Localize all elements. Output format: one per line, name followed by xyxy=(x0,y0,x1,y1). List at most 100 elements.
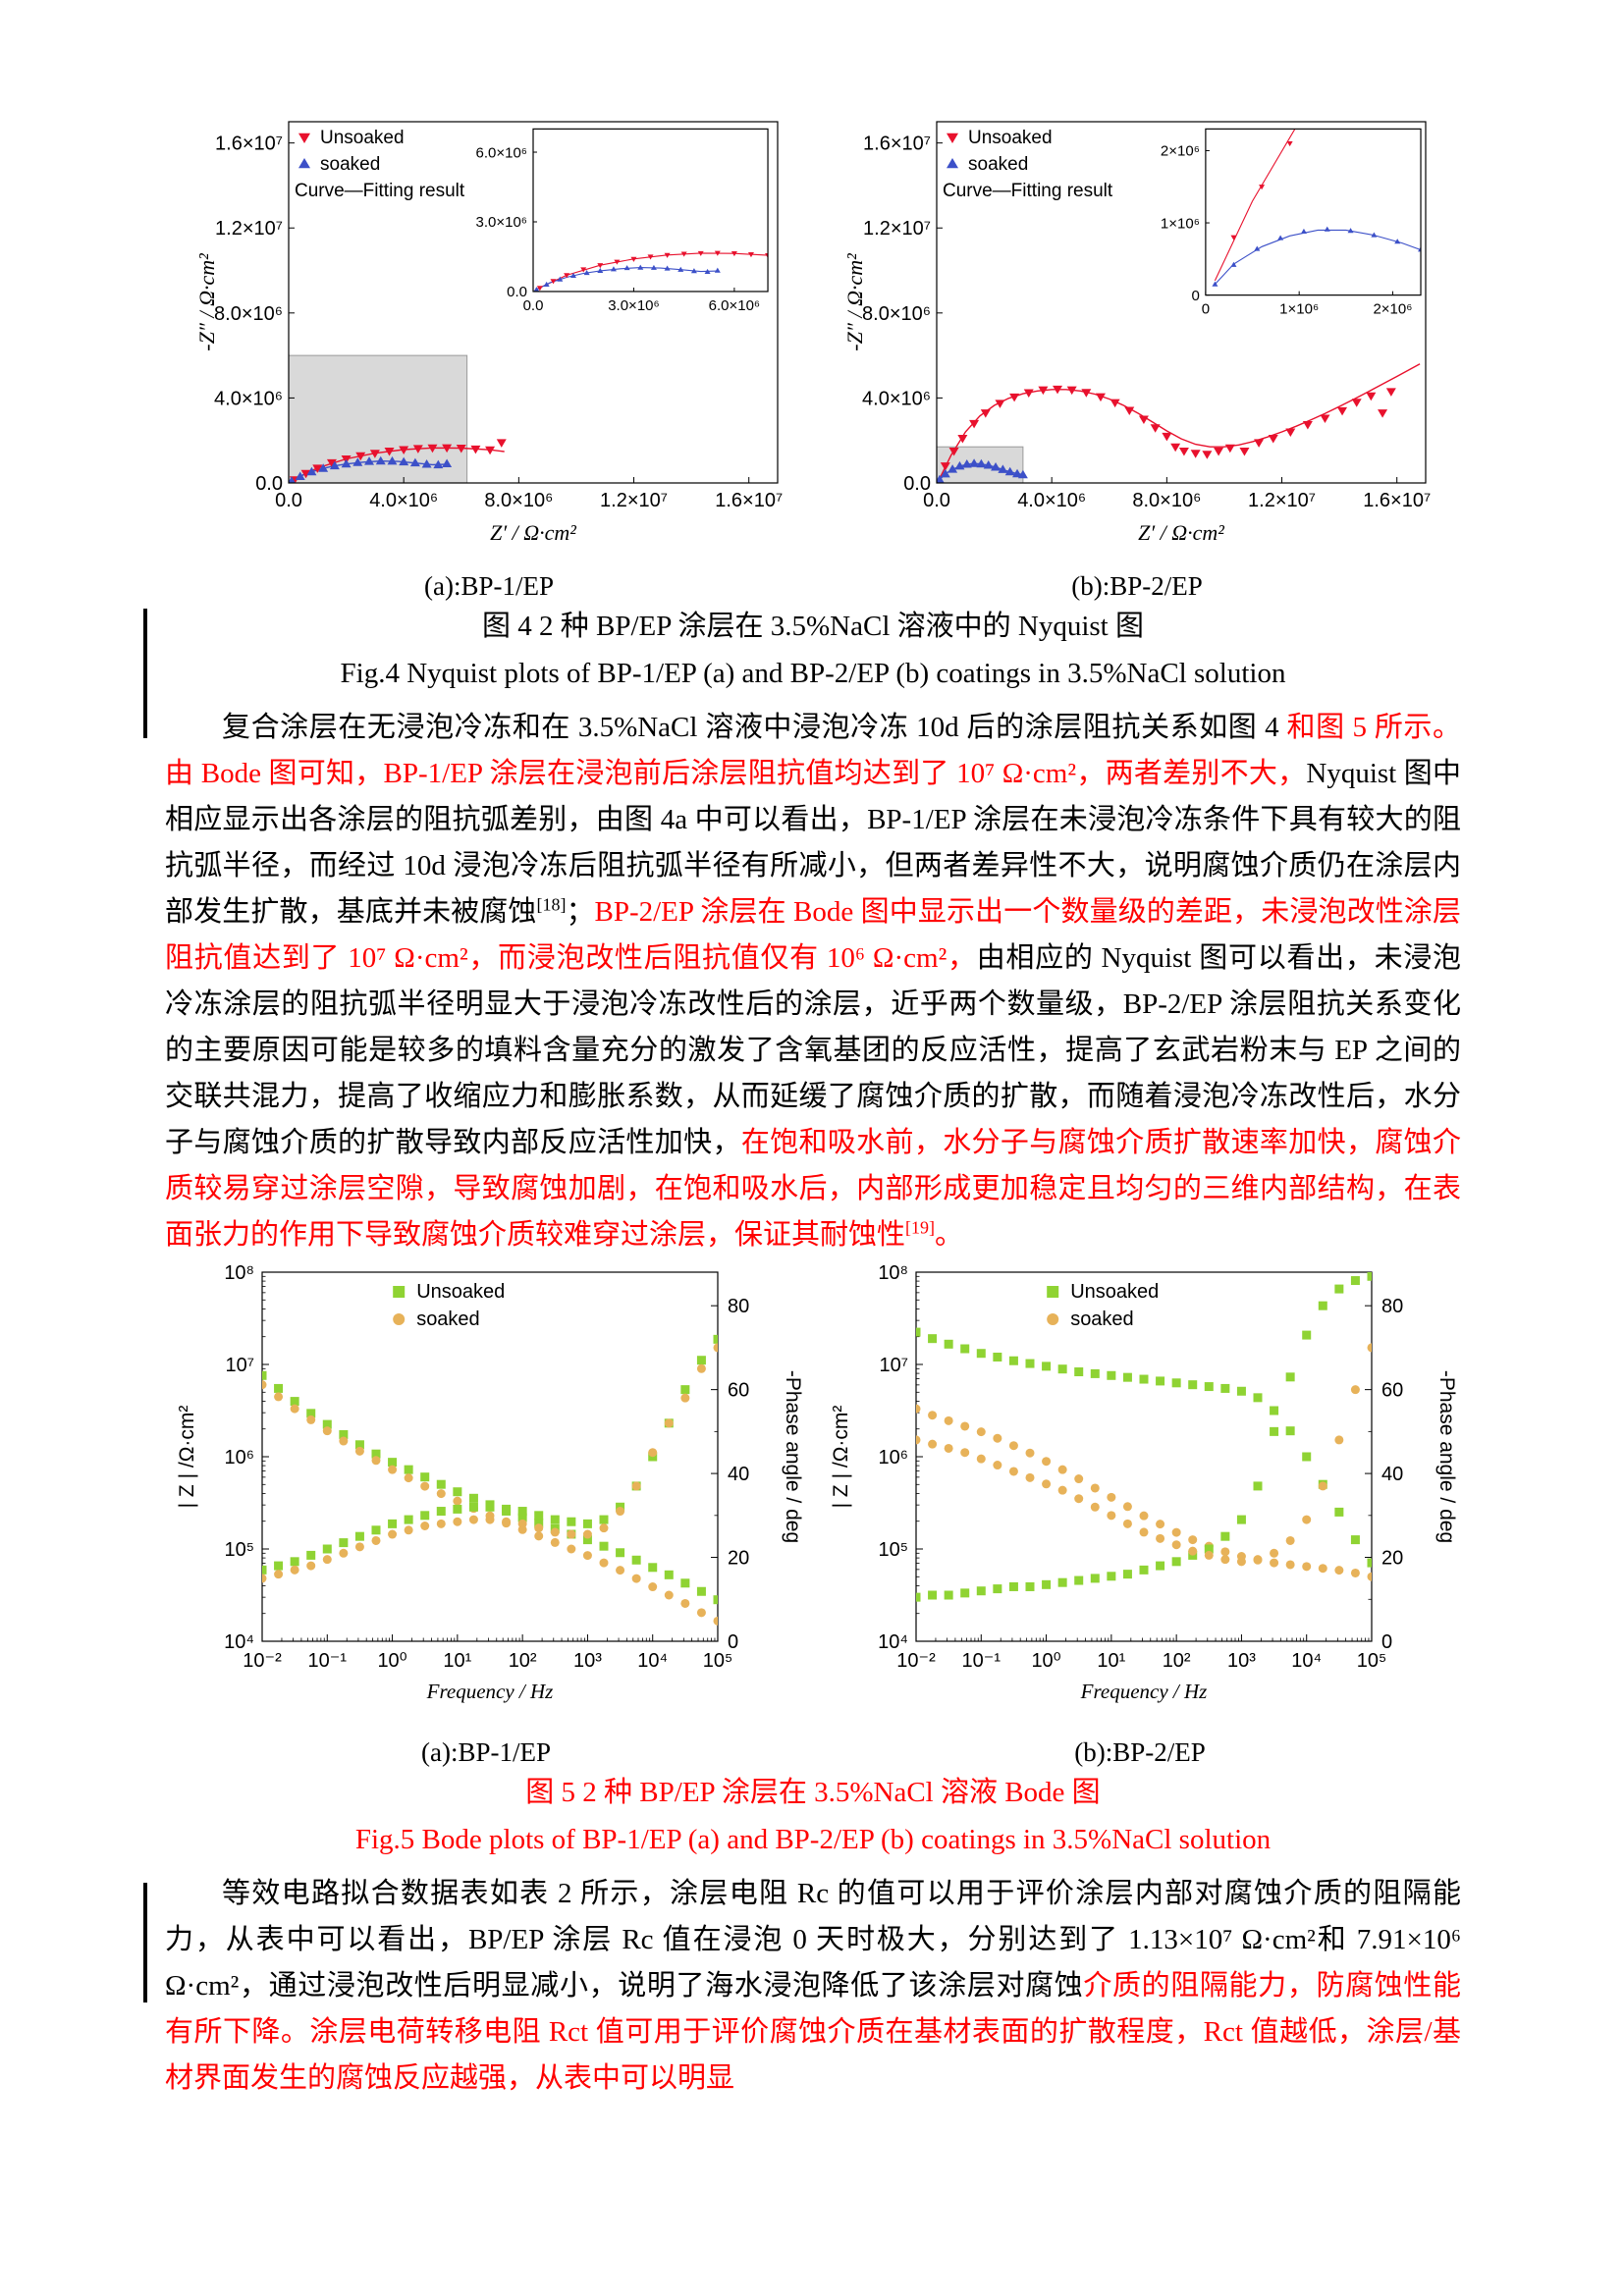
svg-text:10⁻²: 10⁻² xyxy=(896,1650,936,1672)
svg-text:4.0×10⁶: 4.0×10⁶ xyxy=(1017,490,1086,511)
svg-text:4.0×10⁶: 4.0×10⁶ xyxy=(862,388,931,409)
svg-text:10⁵: 10⁵ xyxy=(703,1650,733,1672)
x-axis-label: Z′ / Ω·cm² xyxy=(1138,520,1224,545)
svg-text:10⁴: 10⁴ xyxy=(1291,1650,1322,1672)
svg-text:20: 20 xyxy=(728,1548,749,1570)
svg-text:8.0×10⁶: 8.0×10⁶ xyxy=(1132,490,1201,511)
legend: Unsoaked soaked xyxy=(1047,1281,1159,1330)
bode-plot-bp1ep: 10⁻² 10⁻¹ 10⁰ 10¹ 10² 10³ 10⁴ 10⁵10⁴10⁵10⁶10⁷10… xyxy=(176,1262,804,1703)
svg-text:40: 40 xyxy=(728,1464,749,1485)
figure4-caption-en: Fig.4 Nyquist plots of BP-1/EP (a) and B… xyxy=(340,658,1286,689)
svg-text:8.0×10⁶: 8.0×10⁶ xyxy=(862,303,931,325)
svg-text:6.0×10⁶: 6.0×10⁶ xyxy=(709,297,760,314)
text-run: 等效电路拟合数据表如表 2 所示，涂层电阻 Rc 的值可以用于评价涂层内部对腐蚀… xyxy=(165,1878,1461,2002)
svg-text:8.0×10⁶: 8.0×10⁶ xyxy=(214,303,283,325)
series-layer xyxy=(937,363,1421,483)
nyq-a-inset: 0.0 3.0×10⁶ 6.0×10⁶ 0.0 3.0×10⁶ 6.0×10⁶ xyxy=(476,128,769,314)
svg-text:10¹: 10¹ xyxy=(443,1650,471,1672)
legend: Unsoaked soaked Curve—Fitting result xyxy=(295,128,465,201)
figure5-panel-a: 10⁻² 10⁻¹ 10⁰ 10¹ 10² 10³ 10⁴ 10⁵ 10⁴ 10⁵ 10⁶ 10⁷ 10… xyxy=(168,1258,804,1769)
svg-text:Curve—Fitting result: Curve—Fitting result xyxy=(295,181,465,201)
svg-text:soaked: soaked xyxy=(968,154,1028,175)
x-axis: 0 1×10⁶ 2×10⁶ xyxy=(1202,291,1412,318)
svg-text:0: 0 xyxy=(1381,1631,1392,1653)
legend: Unsoaked soaked Curve—Fitting result xyxy=(943,128,1113,201)
figure4-subcaption-a: (a):BP-1/EP xyxy=(424,571,554,601)
svg-text:1.6×10⁷: 1.6×10⁷ xyxy=(1363,490,1431,511)
svg-text:4.0×10⁶: 4.0×10⁶ xyxy=(214,388,283,409)
x-axis-label: Frequency / Hz xyxy=(1080,1680,1208,1703)
figure5-subcaption-a: (a):BP-1/EP xyxy=(421,1737,551,1767)
svg-text:80: 80 xyxy=(728,1296,749,1317)
series-soaked xyxy=(937,458,1028,483)
svg-text:10⁴: 10⁴ xyxy=(878,1631,908,1653)
text-run: 复合涂层在无浸泡冷冻和在 3.5%NaCl 溶液中浸泡冷冻 10d 后的涂层阻抗… xyxy=(222,712,1287,743)
svg-text:10⁻²: 10⁻² xyxy=(243,1650,282,1672)
svg-text:10¹: 10¹ xyxy=(1097,1650,1125,1672)
x-axis: 0.0 3.0×10⁶ 6.0×10⁶ xyxy=(523,287,760,314)
svg-text:10⁸: 10⁸ xyxy=(224,1262,254,1284)
revised-text-run: 和图 5 所示。由 Bode 图可知，BP-1/EP 涂层在浸泡前后涂层阻抗值均… xyxy=(165,712,1461,789)
figure5-caption-cn: 图 5 2 种 BP/EP 涂层在 3.5%NaCl 溶液 Bode 图 xyxy=(525,1777,1101,1808)
left-y-axis-label: | Z | /Ω·cm² xyxy=(176,1406,198,1509)
text-run: Nyquist 图中相应显示出各涂层的阻抗弧差别，由图 4a 中可以看出，BP-… xyxy=(165,758,1461,928)
y-axis: 0 1×10⁶ 2×10⁶ xyxy=(1161,143,1210,304)
svg-text:3.0×10⁶: 3.0×10⁶ xyxy=(476,214,527,231)
nyq-b-inset: 0 1×10⁶ 2×10⁶ 0 1×10⁶ 2×10⁶ xyxy=(1161,128,1422,318)
series-Unsoaked xyxy=(940,385,1396,471)
paragraph-2: 等效电路拟合数据表如表 2 所示，涂层电阻 Rc 的值可以用于评价涂层内部对腐蚀… xyxy=(165,1871,1461,2102)
series-Unsoaked xyxy=(536,250,769,292)
revised-text-run: 在饱和吸水前，水分子与腐蚀介质扩散速率加快，腐蚀介质较易穿过涂层空隙，导致腐蚀加… xyxy=(165,1127,1461,1251)
figure4-subcaption-b: (b):BP-2/EP xyxy=(1071,571,1203,601)
text-run: 由相应的 Nyquist 图可以看出，未浸泡冷冻涂层的阻抗弧半径明显大于浸泡冷冻… xyxy=(165,942,1461,1158)
right-y-axis-label: -Phase angle / deg xyxy=(1435,1370,1458,1543)
bode-plot-bp2ep: 10⁻² 10⁻¹ 10⁰ 10¹ 10² 10³ 10⁴ 10⁵10⁴10⁵10⁶10⁷10… xyxy=(830,1262,1458,1703)
y-axis: 0.0 4.0×10⁶ 8.0×10⁶ 1.2×10⁷ 1.6×10⁷ xyxy=(862,133,943,495)
series-soaked phase xyxy=(916,1343,1372,1567)
revised-text-run: 。 xyxy=(934,1219,963,1251)
figure4-panel-a: 0.0 4.0×10⁶ 8.0×10⁶ 1.2×10⁷ 1.6×10⁷ 0.0 4.0×10… xyxy=(185,108,793,603)
figure4-caption-cn: 图 4 2 种 BP/EP 涂层在 3.5%NaCl 溶液中的 Nyquist … xyxy=(481,611,1144,642)
revised-text-run: [19] xyxy=(905,1217,935,1238)
svg-text:0.0: 0.0 xyxy=(255,473,283,495)
svg-text:soaked: soaked xyxy=(320,154,380,175)
y-axis: 0.0 4.0×10⁶ 8.0×10⁶ 1.2×10⁷ 1.6×10⁷ xyxy=(214,133,295,495)
fit-curve xyxy=(1214,229,1422,285)
figure5-caption-en: Fig.5 Bode plots of BP-1/EP (a) and BP-2… xyxy=(354,1824,1272,1855)
series-layer xyxy=(533,250,769,292)
svg-text:1.2×10⁷: 1.2×10⁷ xyxy=(1248,490,1316,511)
svg-text:10³: 10³ xyxy=(573,1650,602,1672)
page-content: 0.0 4.0×10⁶ 8.0×10⁶ 1.2×10⁷ 1.6×10⁷ 0.0 4.0×10… xyxy=(165,108,1461,2102)
x-axis-label: Z′ / Ω·cm² xyxy=(490,520,576,545)
svg-text:10⁰: 10⁰ xyxy=(377,1650,406,1672)
svg-text:1.6×10⁷: 1.6×10⁷ xyxy=(863,133,931,155)
margin-revision-bar-2 xyxy=(143,1883,147,2002)
svg-text:80: 80 xyxy=(1381,1296,1403,1317)
x-axis-label: Frequency / Hz xyxy=(426,1680,554,1703)
x-axis: 0.0 4.0×10⁶ 8.0×10⁶ 1.2×10⁷ 1.6×10⁷ xyxy=(275,477,783,511)
svg-text:10⁵: 10⁵ xyxy=(224,1539,254,1561)
series-layer xyxy=(289,439,507,483)
svg-text:10²: 10² xyxy=(509,1650,537,1672)
series-soaked xyxy=(533,264,721,292)
svg-text:0.0: 0.0 xyxy=(507,284,527,300)
series-Unsoaked xyxy=(1230,140,1293,240)
phase-axis: 0 20 40 60 80 xyxy=(1365,1296,1403,1653)
svg-text:0.0: 0.0 xyxy=(275,490,302,511)
svg-text:0: 0 xyxy=(728,1631,738,1653)
bode-a-panel: 10⁻² 10⁻¹ 10⁰ 10¹ 10² 10³ 10⁴ 10⁵10⁴10⁵10⁶10⁷10… xyxy=(224,1262,749,1672)
svg-text:2×10⁶: 2×10⁶ xyxy=(1161,143,1200,160)
svg-text:8.0×10⁶: 8.0×10⁶ xyxy=(484,490,553,511)
svg-text:Unsoaked: Unsoaked xyxy=(968,128,1053,148)
series-layer xyxy=(262,1334,718,1626)
svg-text:soaked: soaked xyxy=(416,1308,480,1330)
figure5-charts: 10⁻² 10⁻¹ 10⁰ 10¹ 10² 10³ 10⁴ 10⁵ 10⁴ 10⁵ 10⁶ 10⁷ 10… xyxy=(165,1258,1461,1769)
series-soaked |Z| xyxy=(262,1380,718,1626)
right-y-axis-label: -Phase angle / deg xyxy=(782,1370,804,1543)
svg-text:Curve—Fitting result: Curve—Fitting result xyxy=(943,181,1113,201)
svg-text:Unsoaked: Unsoaked xyxy=(416,1281,505,1303)
y-axis: 0.0 3.0×10⁶ 6.0×10⁶ xyxy=(476,144,537,300)
svg-text:10⁶: 10⁶ xyxy=(225,1447,254,1468)
svg-text:Unsoaked: Unsoaked xyxy=(1070,1281,1159,1303)
svg-text:10⁻¹: 10⁻¹ xyxy=(308,1650,348,1672)
